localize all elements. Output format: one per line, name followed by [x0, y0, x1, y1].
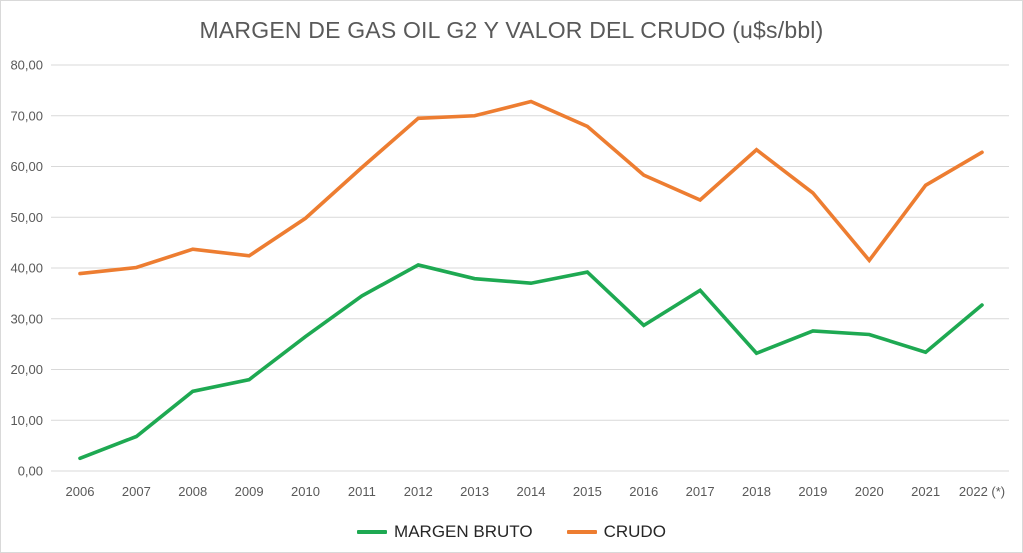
x-tick-label: 2015 — [573, 484, 602, 499]
x-tick-label: 2013 — [460, 484, 489, 499]
x-tick-label: 2006 — [66, 484, 95, 499]
x-tick-label: 2007 — [122, 484, 151, 499]
chart-title: MARGEN DE GAS OIL G2 Y VALOR DEL CRUDO (… — [199, 17, 824, 43]
legend-label-margen-bruto: MARGEN BRUTO — [394, 522, 533, 541]
legend-item-margen-bruto[interactable]: MARGEN BRUTO — [357, 522, 533, 542]
x-tick-label: 2008 — [178, 484, 207, 499]
y-tick-label: 60,00 — [10, 159, 43, 174]
x-tick-label: 2022 (*) — [959, 484, 1005, 499]
x-tick-label: 2019 — [798, 484, 827, 499]
y-tick-label: 20,00 — [10, 362, 43, 377]
legend-item-crudo[interactable]: CRUDO — [566, 522, 666, 542]
x-tick-label: 2012 — [404, 484, 433, 499]
x-tick-label: 2017 — [686, 484, 715, 499]
x-tick-label: 2021 — [911, 484, 940, 499]
y-tick-label: 0,00 — [18, 464, 43, 479]
legend-label-crudo: CRUDO — [603, 522, 666, 541]
plot-area: 0,00 10,00 20,00 30,00 40,00 50,00 60,00 70,00 8… — [10, 58, 1009, 499]
x-tick-label: 2018 — [742, 484, 771, 499]
series-line-crudo — [78, 99, 984, 276]
y-axis-tick-labels: 0,00 10,00 20,00 30,00 40,00 50,00 60,00 70,00 8… — [10, 58, 43, 479]
series-line-margen-bruto — [78, 263, 984, 461]
margen-bruto-line-swatch-icon — [357, 530, 388, 534]
gridlines-group — [51, 64, 1009, 472]
y-tick-label: 50,00 — [10, 210, 43, 225]
x-axis-tick-labels: 2006 2007 2008 2009 2010 2011 2012 2013 2014 2015… — [66, 484, 1006, 499]
x-tick-label: 2009 — [235, 484, 264, 499]
y-tick-label: 10,00 — [10, 413, 43, 428]
legend: MARGEN BRUTO CRUDO — [1, 522, 1022, 542]
y-tick-label: 80,00 — [10, 58, 43, 73]
y-tick-label: 30,00 — [10, 311, 43, 326]
x-tick-label: 2011 — [348, 484, 376, 499]
x-tick-label: 2010 — [291, 484, 320, 499]
x-tick-label: 2020 — [855, 484, 884, 499]
series-lines-group — [78, 99, 984, 461]
crudo-line-swatch-icon — [566, 530, 597, 534]
y-tick-label: 40,00 — [10, 261, 43, 276]
y-tick-label: 70,00 — [10, 108, 43, 123]
x-tick-label: 2014 — [517, 484, 546, 499]
x-tick-label: 2016 — [629, 484, 658, 499]
